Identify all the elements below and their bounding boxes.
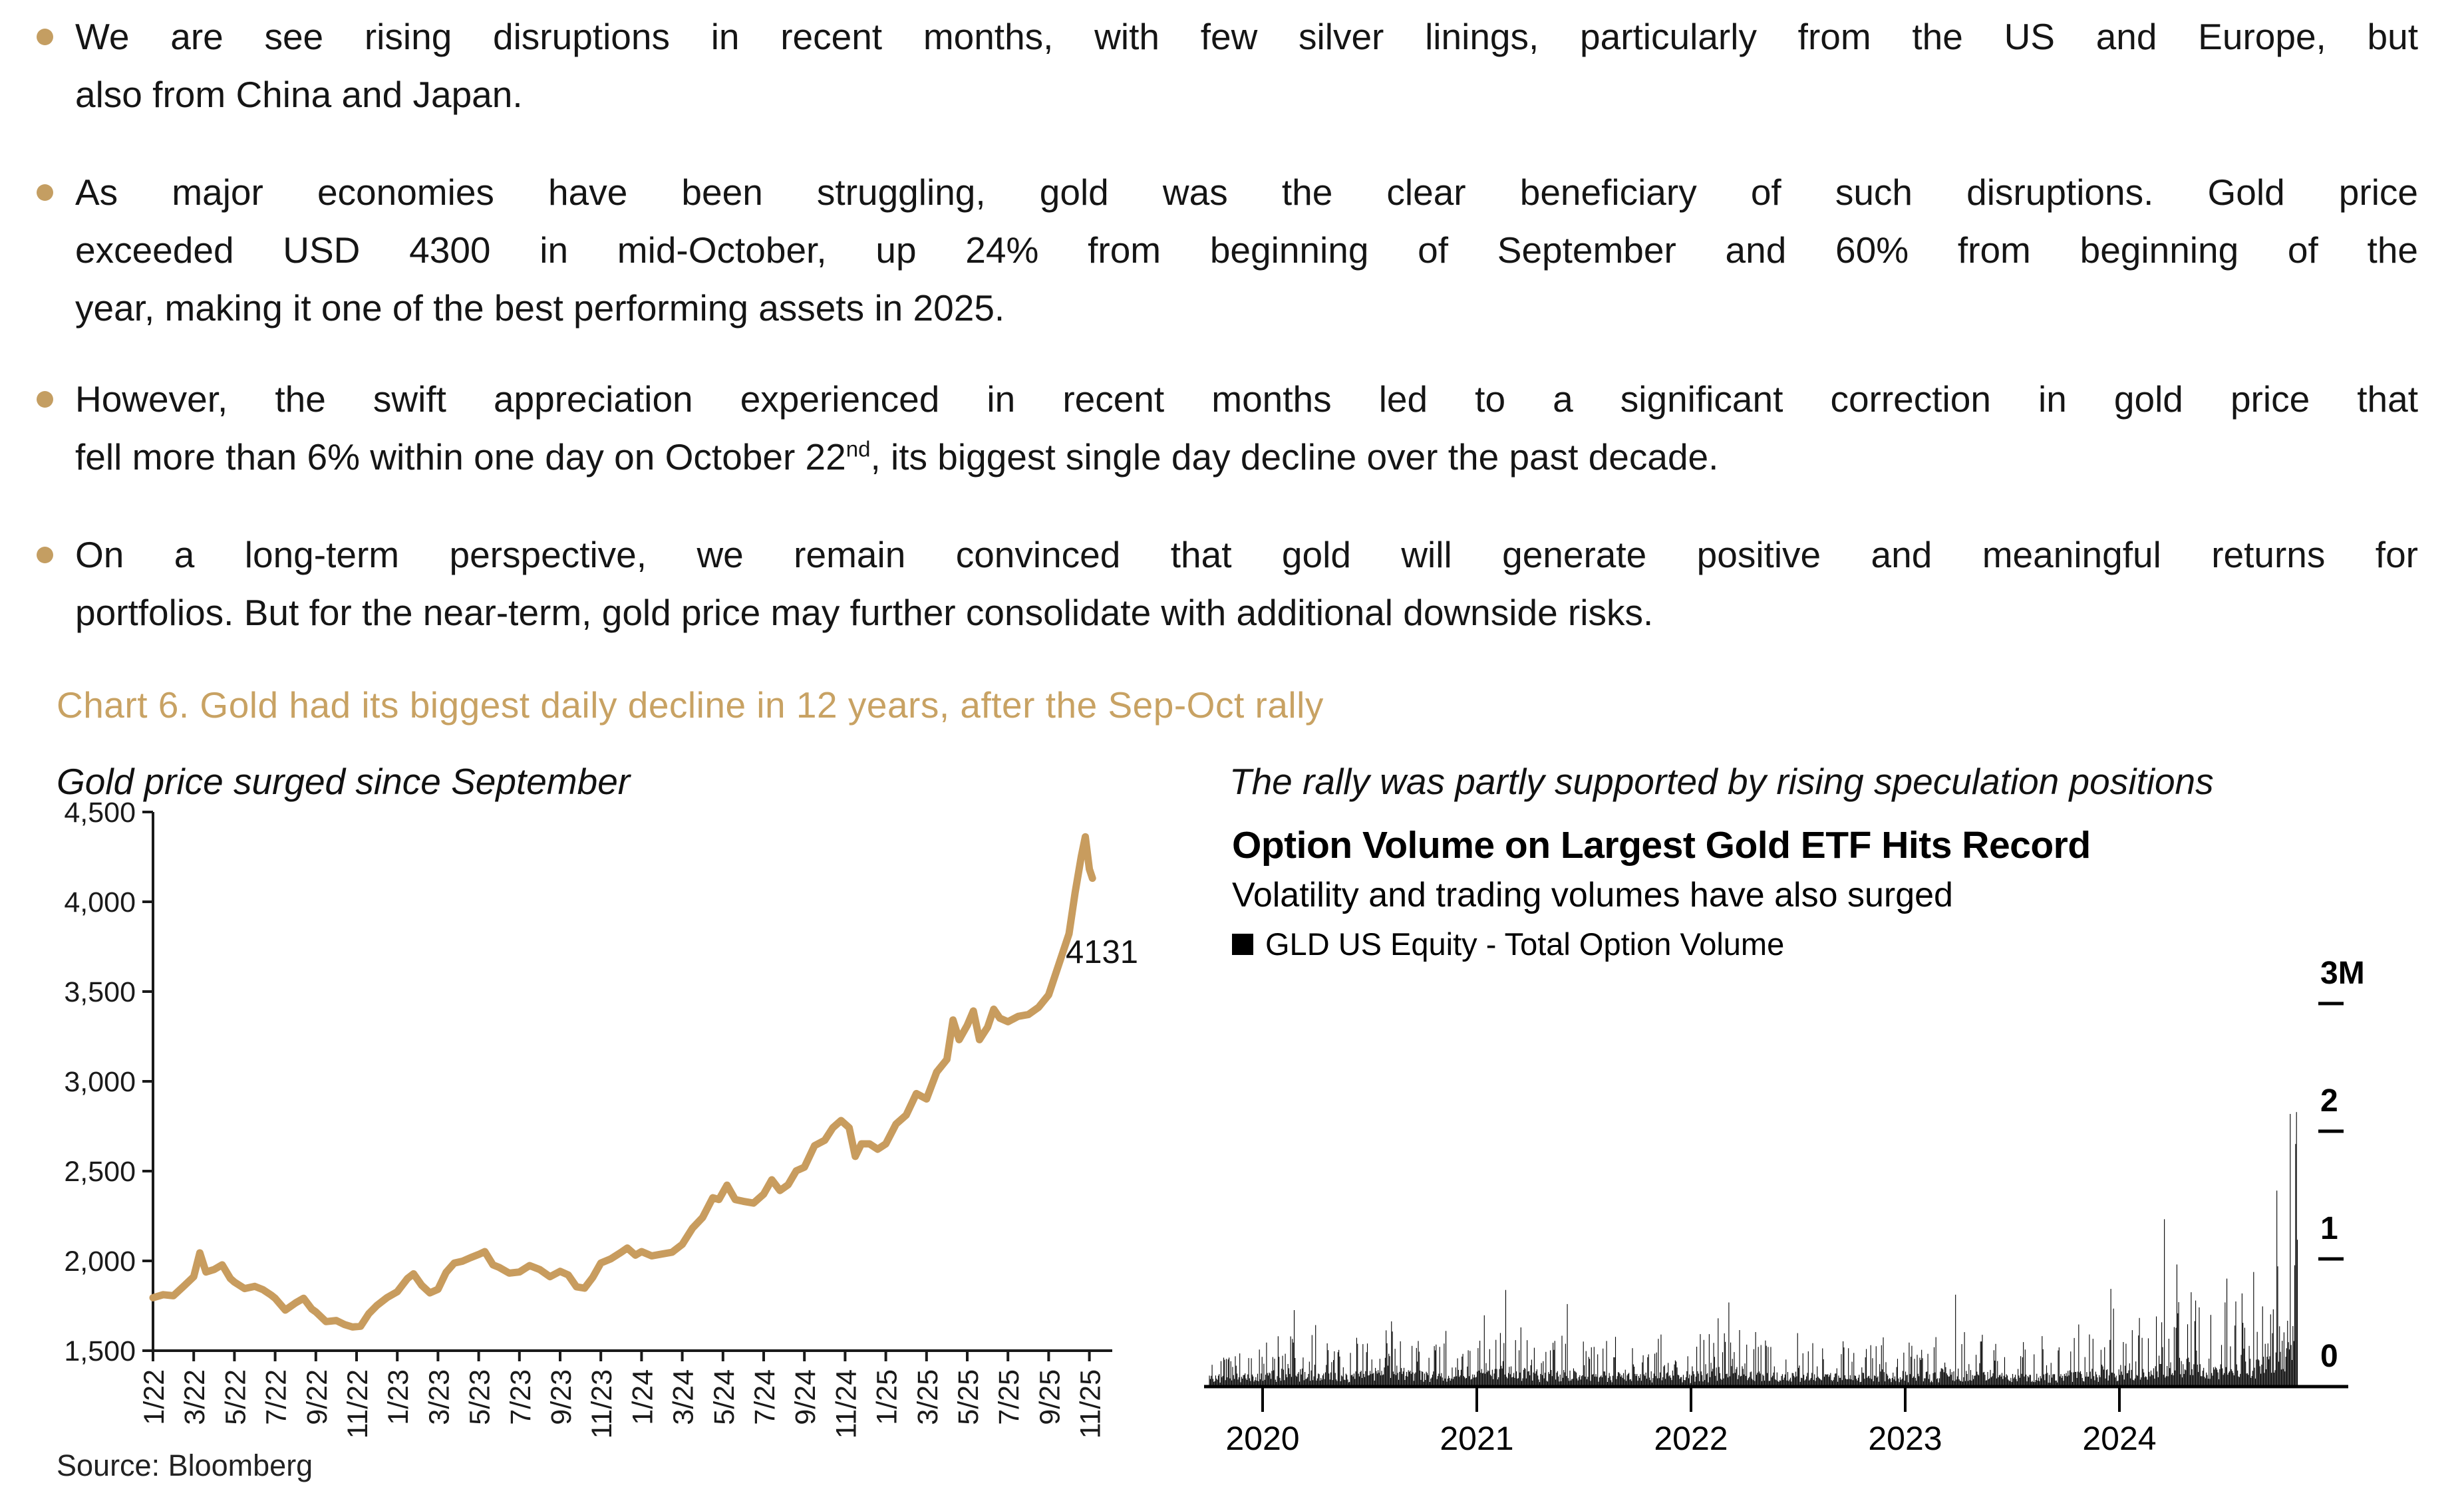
bullet-text-line: exceeded USD 4300 in mid-October, up 24%… bbox=[75, 229, 2418, 271]
bullet-dot-icon bbox=[37, 29, 53, 45]
svg-text:9/22: 9/22 bbox=[301, 1369, 333, 1425]
last-value-label: 4131 bbox=[1066, 934, 1138, 970]
svg-text:3,000: 3,000 bbox=[64, 1066, 136, 1098]
bullet-text-line: fell more than 6% within one day on Octo… bbox=[75, 436, 1719, 477]
svg-text:1/25: 1/25 bbox=[871, 1369, 903, 1425]
svg-text:2023: 2023 bbox=[1868, 1420, 1942, 1457]
left-chart-caption: Gold price surged since September bbox=[57, 761, 631, 802]
svg-text:5/25: 5/25 bbox=[953, 1369, 985, 1425]
svg-text:5/23: 5/23 bbox=[464, 1369, 496, 1425]
source-note: Source: Bloomberg bbox=[57, 1448, 313, 1482]
right-chart-caption: The rally was partly supported by rising… bbox=[1229, 761, 2214, 802]
legend-swatch-icon bbox=[1232, 933, 1253, 955]
bullet-text-line: As major economies have been struggling,… bbox=[75, 172, 2418, 213]
svg-text:9/25: 9/25 bbox=[1034, 1369, 1066, 1425]
svg-text:1: 1 bbox=[2320, 1211, 2338, 1246]
svg-text:1/24: 1/24 bbox=[627, 1369, 659, 1425]
bullet-item: As major economies have been struggling,… bbox=[37, 164, 2418, 337]
svg-text:1/23: 1/23 bbox=[383, 1369, 414, 1425]
svg-text:2020: 2020 bbox=[1225, 1420, 1299, 1457]
legend-label: GLD US Equity - Total Option Volume bbox=[1265, 926, 1785, 962]
svg-text:9/24: 9/24 bbox=[790, 1369, 822, 1425]
bloomberg-chart-title: Option Volume on Largest Gold ETF Hits R… bbox=[1232, 824, 2091, 867]
svg-text:3M: 3M bbox=[2320, 956, 2365, 991]
svg-text:1/22: 1/22 bbox=[138, 1369, 170, 1425]
svg-text:5/22: 5/22 bbox=[220, 1369, 251, 1425]
bullet-text-line: year, making it one of the best performi… bbox=[75, 287, 1005, 329]
bullet-text-line: However, the swift appreciation experien… bbox=[75, 378, 2418, 420]
svg-text:11/25: 11/25 bbox=[1075, 1369, 1107, 1438]
bloomberg-chart-subtitle: Volatility and trading volumes have also… bbox=[1232, 876, 1953, 914]
bullet-dot-icon bbox=[37, 547, 53, 563]
svg-text:2: 2 bbox=[2320, 1083, 2338, 1119]
svg-text:11/24: 11/24 bbox=[830, 1369, 862, 1438]
svg-text:11/23: 11/23 bbox=[586, 1369, 618, 1438]
section-title: Chart 6. Gold had its biggest daily decl… bbox=[57, 684, 1324, 726]
svg-text:2022: 2022 bbox=[1654, 1420, 1728, 1457]
svg-text:7/22: 7/22 bbox=[261, 1369, 293, 1425]
bullet-text-line: We are see rising disruptions in recent … bbox=[75, 16, 2418, 57]
svg-text:7/25: 7/25 bbox=[993, 1369, 1025, 1425]
svg-text:11/22: 11/22 bbox=[342, 1369, 374, 1438]
svg-text:7/24: 7/24 bbox=[749, 1369, 781, 1425]
bullet-item: However, the swift appreciation experien… bbox=[37, 370, 2418, 486]
bullet-text-line: On a long-term perspective, we remain co… bbox=[75, 534, 2418, 575]
bloomberg-chart-legend: GLD US Equity - Total Option Volume bbox=[1232, 926, 1784, 962]
svg-text:3/22: 3/22 bbox=[179, 1369, 211, 1425]
svg-text:2021: 2021 bbox=[1440, 1420, 1513, 1457]
svg-text:4,000: 4,000 bbox=[64, 886, 136, 918]
svg-text:2024: 2024 bbox=[2082, 1420, 2156, 1457]
svg-text:1,500: 1,500 bbox=[64, 1335, 136, 1367]
svg-text:7/23: 7/23 bbox=[505, 1369, 537, 1425]
svg-text:3/25: 3/25 bbox=[912, 1369, 944, 1425]
bullet-item: On a long-term perspective, we remain co… bbox=[37, 526, 2418, 642]
bullet-list: We are see rising disruptions in recent … bbox=[37, 8, 2418, 642]
svg-text:2,500: 2,500 bbox=[64, 1156, 136, 1188]
svg-text:5/24: 5/24 bbox=[708, 1369, 740, 1425]
bullet-item: We are see rising disruptions in recent … bbox=[37, 8, 2418, 124]
bullet-text-line: portfolios. But for the near-term, gold … bbox=[75, 592, 1654, 633]
bullet-dot-icon bbox=[37, 184, 53, 201]
svg-text:3,500: 3,500 bbox=[64, 976, 136, 1008]
svg-text:9/23: 9/23 bbox=[545, 1369, 577, 1425]
svg-text:3/23: 3/23 bbox=[423, 1369, 455, 1425]
svg-text:4,500: 4,500 bbox=[64, 797, 136, 829]
bullet-dot-icon bbox=[37, 391, 53, 408]
option-volume-bar-chart: 2020 2021 2022 2023 2024 3M 2 1 0 bbox=[1204, 956, 2365, 1457]
svg-text:0: 0 bbox=[2320, 1339, 2338, 1374]
gold-price-line-chart: 1,500 2,000 2,500 3,000 3,500 4,000 4,500 1/22 3… bbox=[64, 797, 1138, 1438]
svg-text:3/24: 3/24 bbox=[668, 1369, 700, 1425]
bullet-text-line: also from China and Japan. bbox=[75, 74, 523, 115]
svg-text:2,000: 2,000 bbox=[64, 1246, 136, 1278]
